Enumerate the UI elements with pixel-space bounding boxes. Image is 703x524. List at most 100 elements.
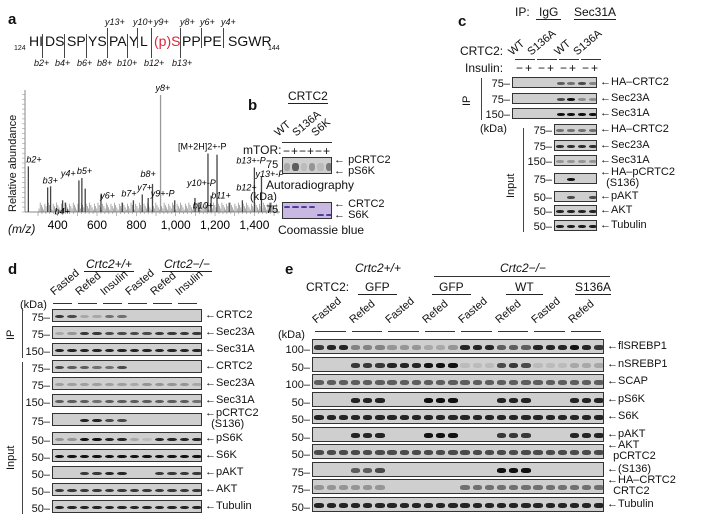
band [484,380,495,385]
lane-label: Insulin [98,268,131,298]
peak-label: b13+-P [236,156,265,166]
band [557,345,568,350]
band [399,380,409,385]
band [338,485,349,490]
band [179,471,189,476]
band [92,399,102,404]
band [79,454,89,459]
band [129,454,139,459]
pcrtc2-label: pCRTC2 [348,154,391,166]
peak-label: [M+2H]2+-P [178,142,227,152]
band [582,433,592,438]
band [129,505,139,510]
peak-label: b8+ [140,169,155,179]
kda-marker: 50– [533,192,552,204]
band [129,437,139,442]
western-blot-ha-pcrtc2 [554,173,597,184]
western-blot-scap [312,374,604,389]
blot-label: ←pCRTC2 (S136) [205,406,259,430]
band [436,503,446,508]
kda-marker: 50– [291,362,310,374]
band [104,314,114,319]
kda-marker: 50– [291,414,310,426]
band [167,471,177,476]
x-axis-label: (m/z) [8,222,36,236]
autoradiography-blot [282,157,332,174]
band [338,415,349,420]
band [192,331,201,336]
x-tick-label: 1,000 [161,218,191,232]
band [326,450,336,455]
lane-label: Refed [419,297,450,326]
band [104,488,114,493]
band [556,159,565,164]
band [117,471,127,476]
band [179,437,189,442]
band [167,505,177,510]
band [350,380,361,385]
sequence-segment: YS [88,33,107,49]
band [509,398,519,403]
mtor-sign: + [291,144,299,158]
blot-label: ←S6K [205,448,237,461]
peak-label: y7+ [136,182,152,192]
coomassie-gel [282,202,332,219]
kda-marker: 50– [31,486,50,498]
insulin-sign: + [547,61,555,75]
band [167,399,177,404]
blot-label: ←pS6K [205,431,243,444]
band [484,363,495,368]
band [192,437,201,442]
band [363,415,373,420]
lane-label: Refed [492,297,523,326]
construct-label: WT [506,281,543,295]
band [375,345,385,350]
band [533,380,543,385]
kda-marker: 75– [533,174,552,186]
western-blot-flsrebp1 [312,339,604,354]
b-ion-label: b2+ [34,58,50,68]
band [154,348,164,353]
x-tick-label: 400 [48,218,68,232]
sequence-end: 144 [268,45,280,52]
band [556,144,565,149]
band [54,437,64,442]
sequence-segment: HI [29,33,43,49]
band [350,363,361,368]
kda-marker: 50– [291,432,310,444]
band [578,97,587,102]
coomassie-caption: Coomassie blue [278,223,365,237]
kda-unit: (kDa) [250,191,277,203]
band [436,380,446,385]
blot-label: ←Sec23A [600,91,650,104]
band [460,380,470,385]
b-ion-label: b13+ [172,58,193,68]
band [411,450,422,455]
western-blot-sec23a [554,140,597,151]
band [509,503,519,508]
section-bracket [22,308,23,358]
band [104,365,114,370]
band [594,398,603,403]
band [423,415,434,420]
band [363,380,373,385]
band [67,399,77,404]
y-ion-label: y9+ [154,17,169,27]
band [484,450,495,455]
blot-label: ←AKT [600,203,633,216]
western-blot-nsrebp1 [312,357,604,372]
band [496,503,507,508]
western-blot--s136- [312,462,604,477]
kda-marker: 75– [31,329,50,341]
band [545,380,555,385]
band [79,437,89,442]
band [92,382,102,387]
panel-label-b: b [248,97,258,114]
fragment-bracket [151,28,152,58]
band [569,380,580,385]
band [179,505,189,510]
kda-unit: (kDa) [480,123,507,135]
band [117,348,127,353]
kda-marker: 50– [31,435,50,447]
band [325,214,331,216]
